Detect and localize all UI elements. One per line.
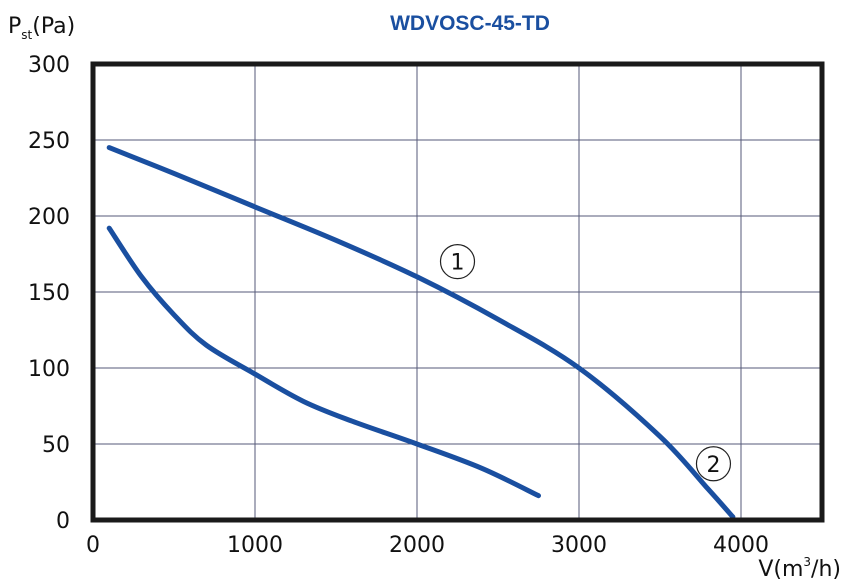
x-tick-label: 3000 xyxy=(551,533,607,558)
curves xyxy=(106,145,736,520)
curve-1 xyxy=(106,145,736,520)
curve-marker-label: 2 xyxy=(706,453,720,478)
curve-markers: 12 xyxy=(439,244,732,482)
y-axis-title-unit: (Pa) xyxy=(32,14,75,39)
x-axis-title: V(m3/h) xyxy=(758,555,841,582)
x-tick-label: 0 xyxy=(86,533,100,558)
y-tick-label: 300 xyxy=(28,53,70,78)
x-axis-title-superscript: 3 xyxy=(803,555,811,569)
x-tick-label: 4000 xyxy=(713,533,769,558)
plot-frame xyxy=(90,61,825,523)
y-tick-label: 50 xyxy=(42,433,70,458)
x-tick-label: 1000 xyxy=(227,533,283,558)
y-tick-label: 250 xyxy=(28,129,70,154)
y-tick-label: 200 xyxy=(28,205,70,230)
curve-marker-circle xyxy=(695,446,732,482)
y-axis-title: Pst(Pa) xyxy=(8,14,75,42)
curve-marker-label: 1 xyxy=(451,251,465,276)
x-axis-title-main: V(m xyxy=(758,557,803,582)
y-tick-label: 150 xyxy=(28,281,70,306)
chart-title: WDVOSC-45-TD xyxy=(390,12,550,35)
x-axis-title-unit: /h) xyxy=(811,557,841,582)
grid xyxy=(93,64,822,520)
curve-2 xyxy=(106,225,541,499)
x-tick-label: 2000 xyxy=(389,533,445,558)
y-axis-title-subscript: st xyxy=(21,28,32,42)
curve-marker-circle xyxy=(439,244,476,280)
y-axis-title-main: P xyxy=(8,14,21,39)
y-tick-label: 100 xyxy=(28,357,70,382)
y-tick-label: 0 xyxy=(56,509,70,534)
